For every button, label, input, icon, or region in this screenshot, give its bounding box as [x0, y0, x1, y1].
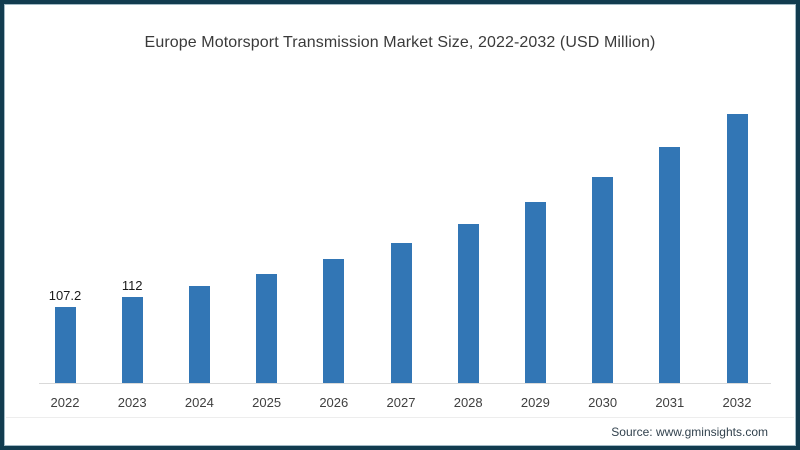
- x-tick-2025: 2025: [252, 395, 282, 410]
- data-label-2022: 107.2: [48, 288, 82, 304]
- x-axis-line: [39, 383, 771, 384]
- x-tick-2032: 2032: [722, 395, 752, 410]
- x-tick-2028: 2028: [453, 395, 483, 410]
- chart-title: Europe Motorsport Transmission Market Si…: [144, 34, 656, 51]
- footer-separator: [6, 417, 794, 418]
- bar-2031: [659, 147, 681, 383]
- x-tick-2027: 2027: [386, 395, 416, 410]
- x-tick-2022: 2022: [50, 395, 80, 410]
- bar-2032: [726, 114, 748, 383]
- plot-area: 107.2 2022 112 2023 2024 2025 2026 2027 2028 2029…: [4, 4, 796, 446]
- x-tick-2029: 2029: [520, 395, 550, 410]
- bar-2028: [457, 224, 479, 383]
- bar-2025: [256, 273, 278, 383]
- bar-2026: [323, 259, 345, 383]
- bar-2029: [524, 201, 546, 383]
- bar-2023: [121, 297, 143, 383]
- x-tick-2031: 2031: [655, 395, 685, 410]
- bar-2027: [390, 243, 412, 383]
- bar-2022: [54, 307, 76, 383]
- data-label-2023: 112: [121, 278, 143, 294]
- x-tick-2030: 2030: [588, 395, 618, 410]
- x-tick-2026: 2026: [319, 395, 349, 410]
- bar-2024: [188, 285, 210, 383]
- x-tick-2024: 2024: [184, 395, 214, 410]
- bar-2030: [592, 176, 614, 383]
- source-attribution: Source: www.gminsights.com: [611, 425, 768, 439]
- x-tick-2023: 2023: [117, 395, 147, 410]
